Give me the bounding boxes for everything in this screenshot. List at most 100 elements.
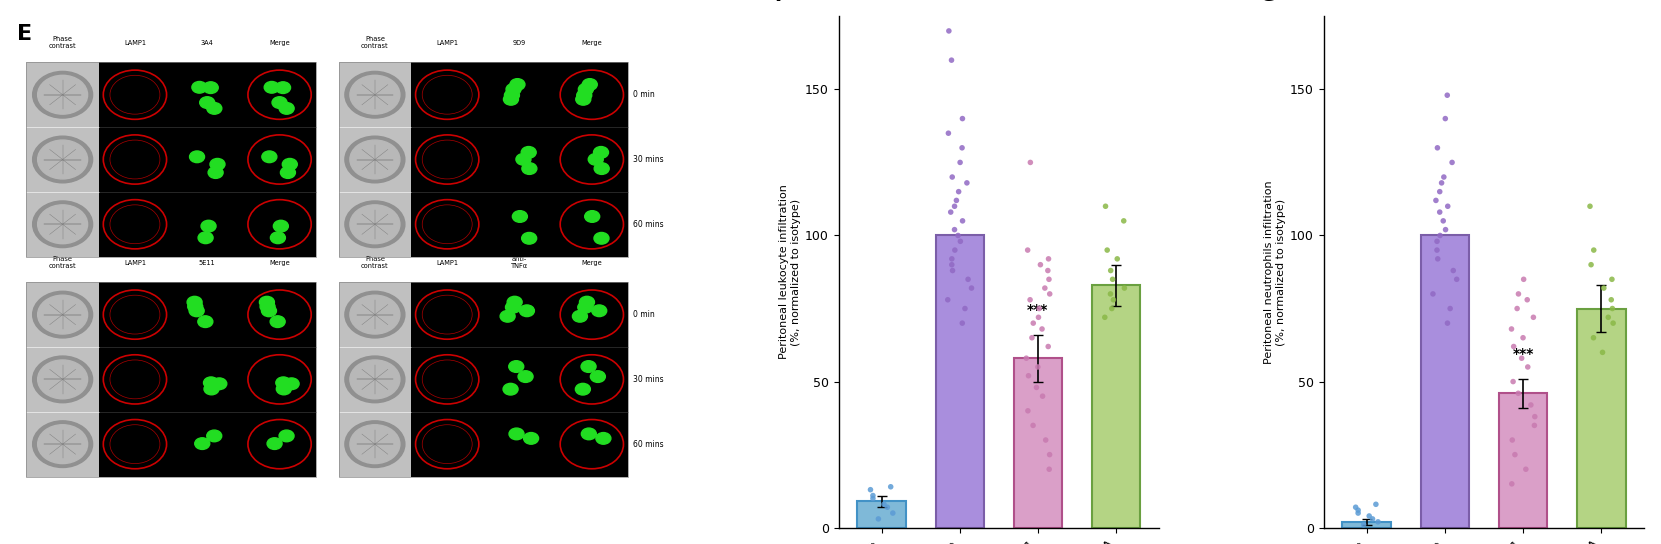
Circle shape xyxy=(350,425,400,463)
Point xyxy=(1595,313,1621,322)
Point xyxy=(874,503,900,511)
Circle shape xyxy=(500,311,515,322)
Circle shape xyxy=(204,377,219,388)
Y-axis label: Peritoneal neutrophils infiltration
(%, normalized to isotype): Peritoneal neutrophils infiltration (%, … xyxy=(1264,180,1286,364)
Point xyxy=(1098,266,1124,275)
Point xyxy=(947,158,973,167)
Circle shape xyxy=(581,361,596,373)
Point xyxy=(935,129,962,138)
Circle shape xyxy=(199,97,214,108)
Circle shape xyxy=(259,296,274,308)
Circle shape xyxy=(512,211,528,222)
Point xyxy=(1036,465,1063,474)
Point xyxy=(1430,217,1457,225)
Point xyxy=(1600,304,1626,313)
Point xyxy=(1422,196,1448,205)
Point xyxy=(1342,503,1369,511)
Circle shape xyxy=(38,75,88,114)
Circle shape xyxy=(595,232,610,244)
Circle shape xyxy=(580,296,595,308)
Point xyxy=(1521,412,1548,421)
Point xyxy=(1033,436,1060,444)
Text: LAMP1: LAMP1 xyxy=(437,260,458,266)
Text: LAMP1: LAMP1 xyxy=(437,40,458,46)
Circle shape xyxy=(518,371,533,382)
Point xyxy=(1432,225,1458,234)
Point xyxy=(1015,246,1041,255)
Bar xyxy=(1420,236,1470,528)
Point xyxy=(1362,500,1389,509)
Circle shape xyxy=(350,360,400,399)
Point xyxy=(1365,517,1392,526)
Point xyxy=(1111,217,1138,225)
Text: anti-
TNFα: anti- TNFα xyxy=(512,256,528,269)
Text: LAMP1: LAMP1 xyxy=(125,260,146,266)
Point xyxy=(1440,266,1467,275)
Point xyxy=(1580,333,1606,342)
Circle shape xyxy=(281,166,296,178)
Circle shape xyxy=(576,94,591,105)
Circle shape xyxy=(345,356,405,403)
Point xyxy=(880,509,907,517)
Circle shape xyxy=(33,421,93,467)
Circle shape xyxy=(522,232,537,244)
Circle shape xyxy=(583,79,598,90)
Circle shape xyxy=(261,305,276,317)
Circle shape xyxy=(264,82,279,93)
Point xyxy=(865,515,892,523)
Point xyxy=(1031,284,1058,293)
Circle shape xyxy=(279,430,294,442)
Bar xyxy=(1013,358,1063,528)
Point xyxy=(1513,295,1540,304)
Bar xyxy=(1578,308,1626,528)
Text: ***: *** xyxy=(1513,347,1533,361)
Circle shape xyxy=(33,71,93,118)
Point xyxy=(1518,400,1545,409)
Circle shape xyxy=(578,301,593,313)
Circle shape xyxy=(578,83,593,95)
Point xyxy=(1500,342,1526,351)
Point xyxy=(1430,172,1457,181)
Point xyxy=(1035,266,1061,275)
Circle shape xyxy=(279,103,294,114)
Point xyxy=(1520,313,1546,322)
Point xyxy=(1035,342,1061,351)
Point xyxy=(1420,289,1447,298)
Circle shape xyxy=(33,356,93,403)
Circle shape xyxy=(198,316,213,327)
Circle shape xyxy=(33,201,93,248)
Bar xyxy=(339,63,410,257)
Circle shape xyxy=(276,377,291,388)
Text: 30 mins: 30 mins xyxy=(633,155,664,164)
Circle shape xyxy=(520,305,535,317)
Point xyxy=(935,295,962,304)
Circle shape xyxy=(209,158,224,170)
Text: Phase
contrast: Phase contrast xyxy=(360,256,389,269)
Circle shape xyxy=(345,421,405,467)
Point xyxy=(1515,363,1541,372)
Point xyxy=(938,56,965,65)
Point xyxy=(1015,372,1041,380)
Point xyxy=(1091,313,1118,322)
Point xyxy=(1015,406,1041,415)
Point xyxy=(945,187,972,196)
Circle shape xyxy=(505,301,520,313)
Text: 5E11: 5E11 xyxy=(199,260,216,266)
Point xyxy=(1425,255,1452,263)
Point xyxy=(1017,158,1043,167)
Point xyxy=(942,246,968,255)
Circle shape xyxy=(350,295,400,334)
Text: 3A4: 3A4 xyxy=(201,40,214,46)
Text: 60 mins: 60 mins xyxy=(633,440,664,449)
Circle shape xyxy=(345,71,405,118)
Point xyxy=(1498,436,1525,444)
Bar xyxy=(410,63,628,257)
Bar xyxy=(27,282,98,477)
Point xyxy=(1500,377,1526,386)
Point xyxy=(955,275,982,283)
Bar xyxy=(1498,393,1548,528)
Point xyxy=(1345,506,1372,515)
Circle shape xyxy=(38,425,88,463)
Text: 30 mins: 30 mins xyxy=(633,375,664,384)
Circle shape xyxy=(590,371,605,382)
